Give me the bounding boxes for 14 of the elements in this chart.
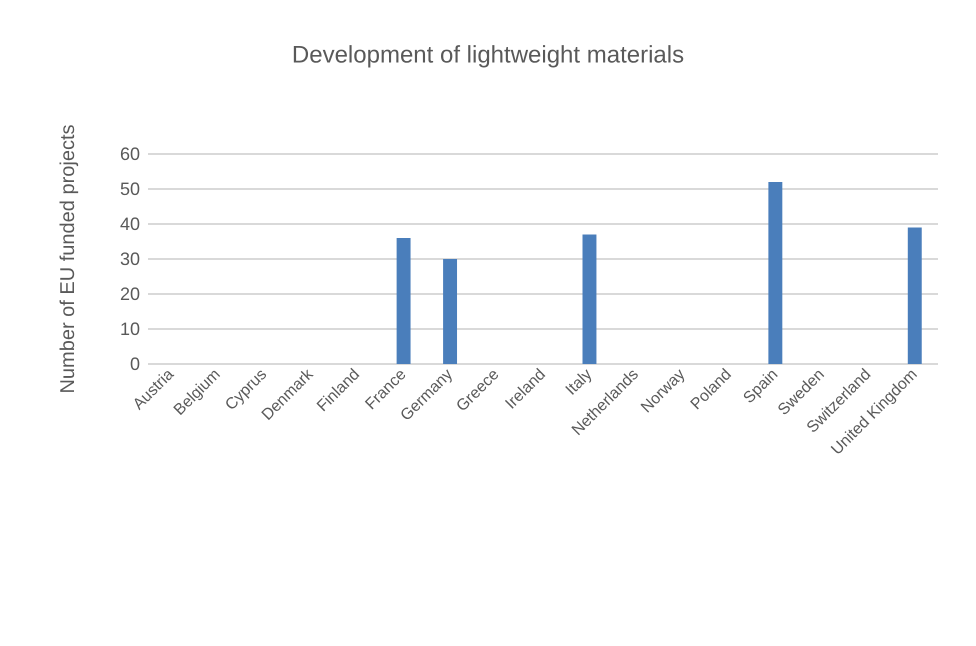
bar [443, 259, 458, 364]
y-tick-label: 0 [130, 354, 140, 374]
y-tick-label: 30 [120, 249, 140, 269]
bar [582, 234, 596, 364]
y-tick-label: 60 [120, 144, 140, 164]
y-tick-label: 50 [120, 179, 140, 199]
bar [396, 238, 411, 364]
y-tick-label: 20 [120, 284, 140, 304]
y-tick-label: 10 [120, 319, 140, 339]
y-tick-label: 40 [120, 214, 140, 234]
bar [908, 228, 922, 364]
chart-title: Development of lightweight materials [292, 42, 684, 68]
y-axis-title: Number of EU funded projects [57, 124, 79, 394]
bar [768, 182, 782, 364]
